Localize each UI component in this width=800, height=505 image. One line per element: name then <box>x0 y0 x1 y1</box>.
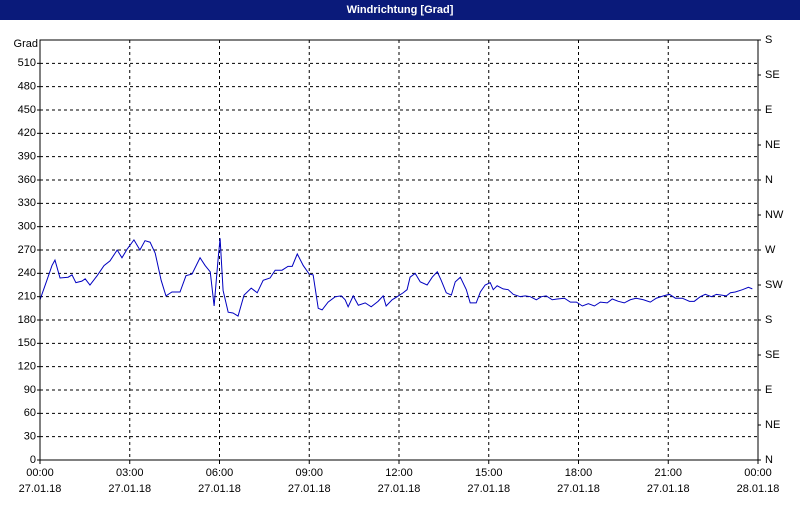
x-tick-label: 06:00 27.01.18 <box>198 467 241 495</box>
y-tick-label: 270 <box>18 244 36 256</box>
y-tick-label: 360 <box>18 174 36 186</box>
y-axis-label: Grad <box>14 38 38 50</box>
y2-tick-label: N <box>765 454 773 466</box>
y-tick-label: 30 <box>24 431 36 443</box>
x-tick-label: 15:00 27.01.18 <box>467 467 510 495</box>
y2-tick-label: E <box>765 104 772 116</box>
y2-tick-label: NE <box>765 139 780 151</box>
y-tick-label: 60 <box>24 407 36 419</box>
chart-title: Windrichtung [Grad] <box>347 4 454 16</box>
y2-tick-label: E <box>765 384 772 396</box>
y-tick-label: 450 <box>18 104 36 116</box>
y2-tick-label: SW <box>765 279 783 291</box>
y2-tick-label: W <box>765 244 776 256</box>
y-tick-label: 90 <box>24 384 36 396</box>
x-tick-label: 18:00 27.01.18 <box>557 467 600 495</box>
y-tick-label: 150 <box>18 337 36 349</box>
x-tick-label: 00:00 27.01.18 <box>19 467 62 495</box>
y-tick-label: 510 <box>18 57 36 69</box>
y-tick-label: 120 <box>18 361 36 373</box>
x-tick-label: 00:00 28.01.18 <box>737 467 780 495</box>
data-line <box>39 238 753 317</box>
y-tick-label: 300 <box>18 221 36 233</box>
y-tick-label: 480 <box>18 81 36 93</box>
y2-tick-label: SE <box>765 69 780 81</box>
x-tick-label: 21:00 27.01.18 <box>647 467 690 495</box>
y-tick-label: 420 <box>18 127 36 139</box>
y2-tick-label: S <box>765 34 772 46</box>
y-tick-label: 240 <box>18 267 36 279</box>
y-tick-label: 180 <box>18 314 36 326</box>
plot <box>39 238 753 317</box>
title-bar <box>0 0 800 20</box>
y2-tick-label: S <box>765 314 772 326</box>
y2-tick-label: N <box>765 174 773 186</box>
y2-tick-label: SE <box>765 349 780 361</box>
x-tick-label: 12:00 27.01.18 <box>378 467 421 495</box>
y-tick-label: 0 <box>30 454 36 466</box>
y2-tick-label: NW <box>765 209 784 221</box>
y-tick-label: 210 <box>18 291 36 303</box>
y-tick-label: 330 <box>18 197 36 209</box>
x-tick-label: 09:00 27.01.18 <box>288 467 331 495</box>
plot-frame <box>39 39 759 461</box>
y2-tick-label: NE <box>765 419 780 431</box>
x-tick-label: 03:00 27.01.18 <box>108 467 151 495</box>
y-tick-label: 390 <box>18 151 36 163</box>
grid: 0 30 60 90 120 150 180 210 240 270 300 330 360 390 420… <box>18 34 784 495</box>
